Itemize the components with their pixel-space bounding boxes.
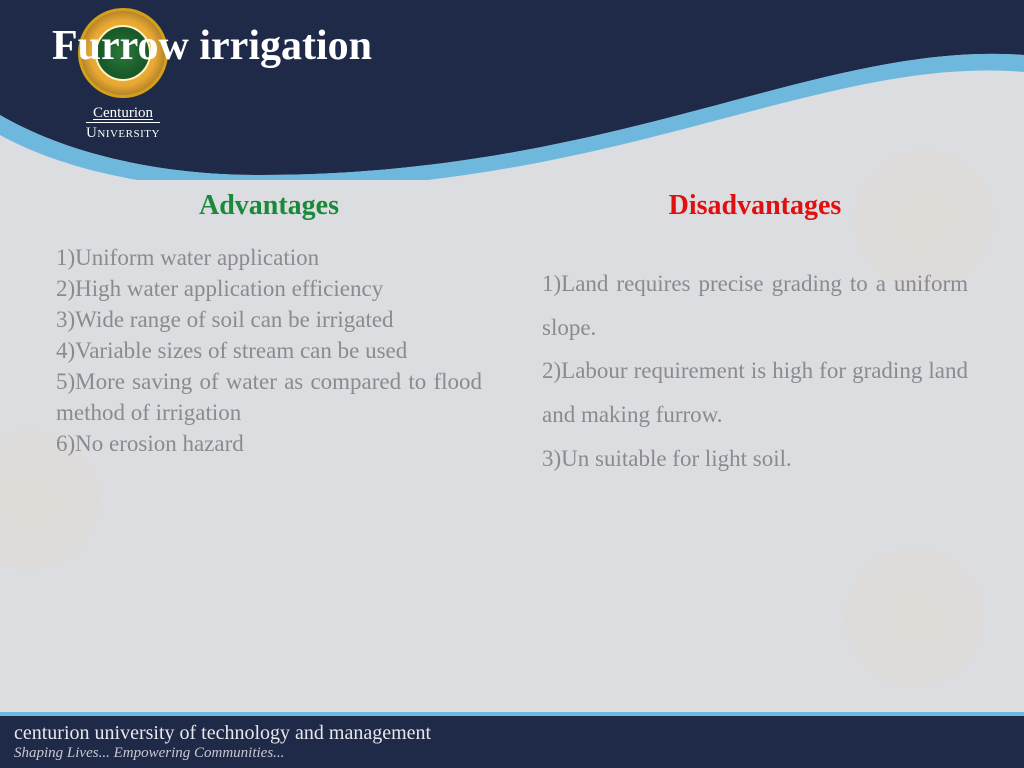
advantages-list: 1)Uniform water application2)High water … bbox=[56, 242, 482, 459]
advantages-heading: Advantages bbox=[56, 190, 482, 222]
slide-title: Furrow irrigation bbox=[52, 22, 372, 70]
disadvantages-list: 1)Land requires precise grading to a uni… bbox=[542, 262, 968, 480]
watermark-decoration bbox=[844, 548, 984, 688]
disadvantages-column: Disadvantages 1)Land requires precise gr… bbox=[512, 190, 1024, 480]
slide-container: Furrow irrigation Centurion University A… bbox=[0, 0, 1024, 768]
university-logo-text: Centurion University bbox=[78, 104, 168, 142]
footer-tagline: Shaping Lives... Empowering Communities.… bbox=[14, 745, 1010, 762]
disadvantages-heading: Disadvantages bbox=[542, 190, 968, 222]
logo-line1: Centurion bbox=[93, 105, 153, 121]
footer-bar: centurion university of technology and m… bbox=[0, 712, 1024, 768]
content-area: Advantages 1)Uniform water application2)… bbox=[0, 190, 1024, 480]
logo-line2: University bbox=[86, 122, 160, 142]
footer-institution: centurion university of technology and m… bbox=[14, 722, 1010, 745]
advantages-column: Advantages 1)Uniform water application2)… bbox=[0, 190, 512, 480]
